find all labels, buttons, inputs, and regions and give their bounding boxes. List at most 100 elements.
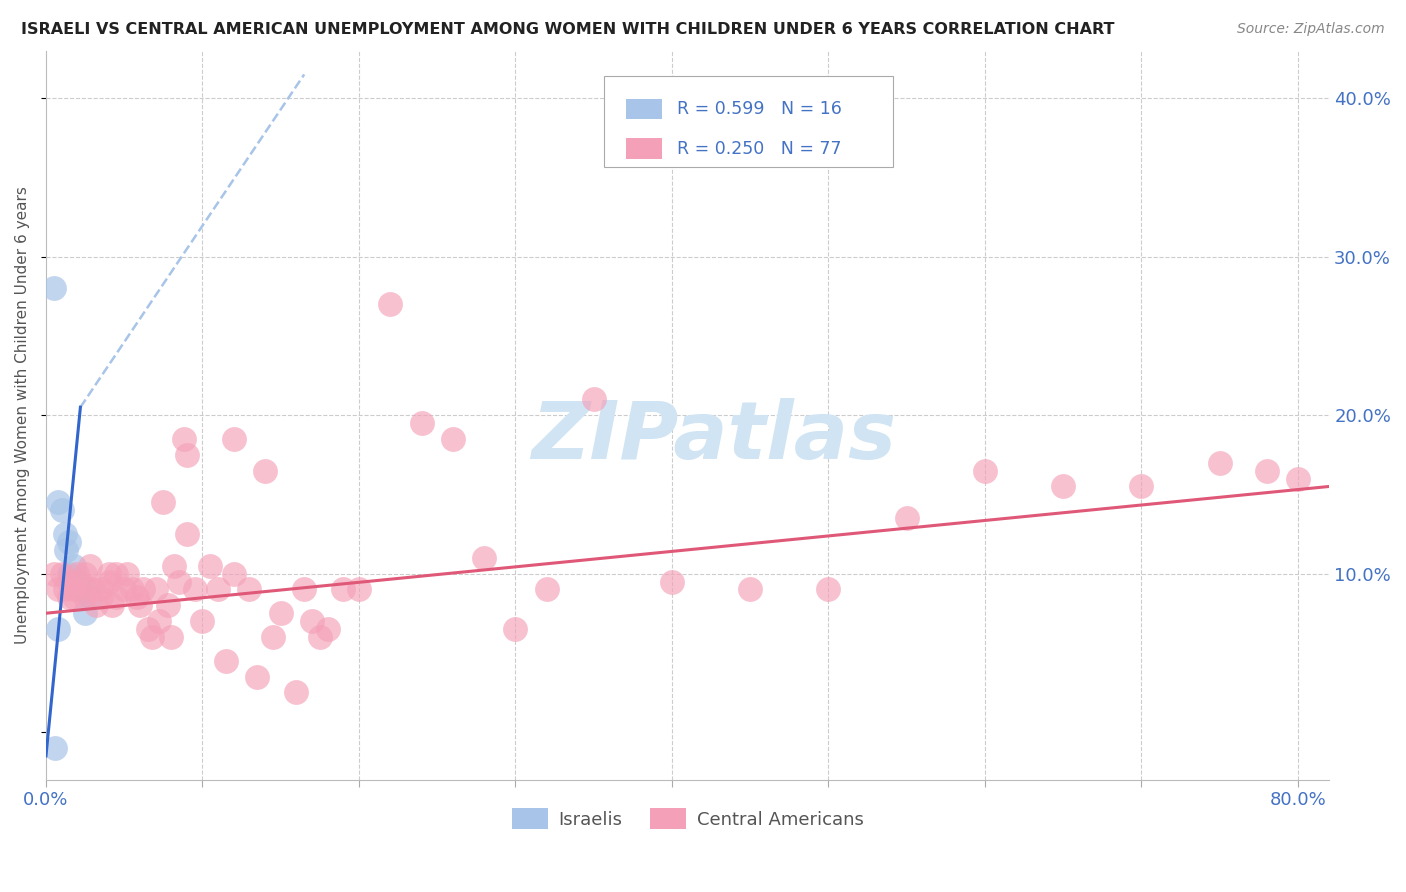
Point xyxy=(347,582,370,597)
Point xyxy=(262,630,284,644)
Point xyxy=(75,591,97,605)
Point xyxy=(215,654,238,668)
Point xyxy=(117,566,139,581)
Point xyxy=(582,392,605,407)
Point xyxy=(63,582,86,597)
Point xyxy=(222,566,245,581)
Point xyxy=(44,740,66,755)
Point xyxy=(163,558,186,573)
Point xyxy=(332,582,354,597)
Point xyxy=(84,599,107,613)
Point xyxy=(285,685,308,699)
Point xyxy=(505,622,527,636)
Point xyxy=(308,630,330,644)
Point xyxy=(207,582,229,597)
Point xyxy=(740,582,762,597)
Point xyxy=(136,622,159,636)
Point xyxy=(58,535,80,549)
Point xyxy=(183,582,205,597)
Point xyxy=(66,574,89,589)
Point xyxy=(292,582,315,597)
Point xyxy=(238,582,260,597)
Point xyxy=(1130,479,1153,493)
Point xyxy=(176,527,198,541)
Point xyxy=(152,495,174,509)
Point xyxy=(51,503,73,517)
Point xyxy=(270,606,292,620)
Point xyxy=(79,558,101,573)
Point xyxy=(82,582,104,597)
Point xyxy=(42,566,65,581)
Point xyxy=(97,566,120,581)
Point xyxy=(157,599,180,613)
Point xyxy=(254,464,277,478)
Point xyxy=(191,614,214,628)
Point xyxy=(128,599,150,613)
Point xyxy=(63,574,86,589)
Point xyxy=(48,622,70,636)
Point xyxy=(53,527,76,541)
Point xyxy=(472,550,495,565)
Text: R = 0.250   N = 77: R = 0.250 N = 77 xyxy=(678,139,842,158)
Point xyxy=(316,622,339,636)
Point xyxy=(121,582,143,597)
Point xyxy=(105,591,128,605)
Point xyxy=(48,495,70,509)
Text: ZIPatlas: ZIPatlas xyxy=(531,398,896,476)
Point xyxy=(79,591,101,605)
Point xyxy=(97,574,120,589)
Point xyxy=(222,432,245,446)
Point xyxy=(167,574,190,589)
Point xyxy=(75,566,97,581)
Point xyxy=(1052,479,1074,493)
Point xyxy=(53,582,76,597)
Text: ISRAELI VS CENTRAL AMERICAN UNEMPLOYMENT AMONG WOMEN WITH CHILDREN UNDER 6 YEARS: ISRAELI VS CENTRAL AMERICAN UNEMPLOYMENT… xyxy=(21,22,1115,37)
Point xyxy=(176,448,198,462)
Point xyxy=(58,591,80,605)
Point xyxy=(63,591,86,605)
Point xyxy=(42,281,65,295)
Point xyxy=(55,542,77,557)
Point xyxy=(63,558,86,573)
Point xyxy=(173,432,195,446)
Point xyxy=(145,582,167,597)
Point xyxy=(51,566,73,581)
Point xyxy=(160,630,183,644)
Point xyxy=(69,574,91,589)
Point xyxy=(58,566,80,581)
Point xyxy=(90,582,112,597)
Point xyxy=(141,630,163,644)
Y-axis label: Unemployment Among Women with Children Under 6 years: Unemployment Among Women with Children U… xyxy=(15,186,30,644)
Point xyxy=(112,582,135,597)
Point xyxy=(246,670,269,684)
Point xyxy=(148,614,170,628)
Point xyxy=(1209,456,1232,470)
Point xyxy=(90,591,112,605)
Point xyxy=(58,574,80,589)
FancyBboxPatch shape xyxy=(626,99,662,120)
Point xyxy=(536,582,558,597)
Point xyxy=(75,606,97,620)
Text: R = 0.599   N = 16: R = 0.599 N = 16 xyxy=(678,100,842,118)
Point xyxy=(661,574,683,589)
Point xyxy=(125,591,148,605)
Point xyxy=(79,582,101,597)
FancyBboxPatch shape xyxy=(605,76,893,168)
Point xyxy=(301,614,323,628)
Text: Source: ZipAtlas.com: Source: ZipAtlas.com xyxy=(1237,22,1385,37)
Point xyxy=(69,582,91,597)
Point xyxy=(105,566,128,581)
Point xyxy=(441,432,464,446)
Legend: Israelis, Central Americans: Israelis, Central Americans xyxy=(505,801,870,836)
Point xyxy=(896,511,918,525)
Point xyxy=(132,582,155,597)
Point xyxy=(1286,471,1309,485)
Point xyxy=(817,582,839,597)
Point xyxy=(974,464,997,478)
Point xyxy=(380,297,402,311)
Point xyxy=(100,599,122,613)
Point xyxy=(48,582,70,597)
Point xyxy=(200,558,222,573)
Point xyxy=(411,416,433,430)
FancyBboxPatch shape xyxy=(626,138,662,159)
